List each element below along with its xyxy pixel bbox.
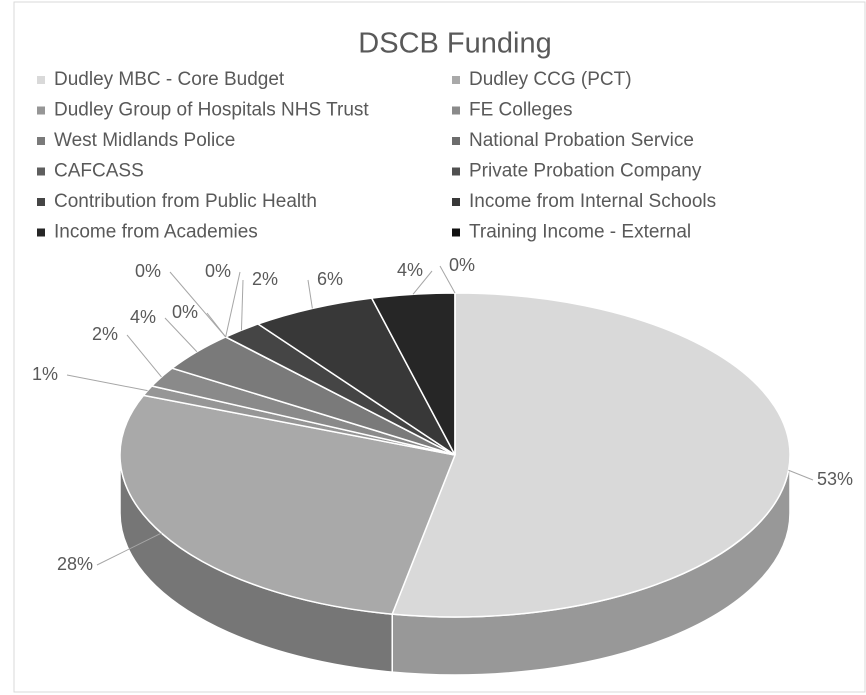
data-label: 2%	[252, 269, 278, 289]
pie-slice	[256, 297, 456, 456]
data-label: 6%	[317, 269, 343, 289]
legend-marker	[452, 167, 460, 176]
legend-label: Dudley CCG (PCT)	[469, 69, 632, 90]
leader-line	[169, 271, 227, 338]
legend-label: National Probation Service	[469, 130, 694, 151]
leader-line	[126, 334, 162, 378]
legend-marker	[37, 137, 45, 145]
data-label: 28%	[57, 554, 93, 574]
legend-label: Income from Internal Schools	[469, 191, 716, 212]
data-label: 0%	[172, 302, 198, 322]
leader-line	[225, 271, 241, 338]
data-label: 53%	[817, 469, 853, 489]
data-label: 0%	[449, 255, 475, 275]
leader-line	[307, 279, 313, 309]
legend-marker	[452, 198, 460, 206]
data-label: 0%	[205, 261, 231, 281]
legend-label: Training Income - External	[469, 222, 691, 243]
legend-marker	[37, 198, 45, 206]
pie-slice	[119, 394, 457, 615]
legend-label: Dudley Group of Hospitals NHS Trust	[54, 100, 369, 121]
data-label: 4%	[130, 307, 156, 327]
legend-marker	[452, 76, 460, 84]
legend-marker	[37, 228, 45, 237]
data-label: 4%	[397, 260, 423, 280]
data-label: 1%	[32, 364, 58, 384]
legend-marker	[452, 228, 460, 237]
legend-marker	[37, 167, 45, 176]
legend-label: Contribution from Public Health	[54, 191, 317, 212]
legend-marker	[452, 106, 460, 115]
leader-line	[788, 469, 814, 481]
pie-slice	[391, 292, 791, 618]
legend-label: West Midlands Police	[54, 130, 235, 151]
legend-marker	[37, 106, 45, 115]
legend-label: Private Probation Company	[469, 161, 702, 182]
legend-label: Dudley MBC - Core Budget	[54, 69, 285, 90]
legend-label: Income from Academies	[54, 222, 258, 243]
chart-title: DSCB Funding	[358, 28, 551, 60]
leader-line	[164, 317, 198, 353]
leader-line	[96, 532, 162, 566]
data-label: 2%	[92, 324, 118, 344]
leader-line	[412, 270, 433, 295]
legend-label: FE Colleges	[469, 100, 573, 121]
data-label: 0%	[135, 261, 161, 281]
leader-line	[240, 279, 244, 331]
legend-marker	[37, 76, 45, 84]
legend-label: CAFCASS	[54, 161, 144, 182]
leader-line	[66, 374, 148, 392]
leader-line	[439, 265, 456, 294]
legend-marker	[452, 137, 460, 145]
